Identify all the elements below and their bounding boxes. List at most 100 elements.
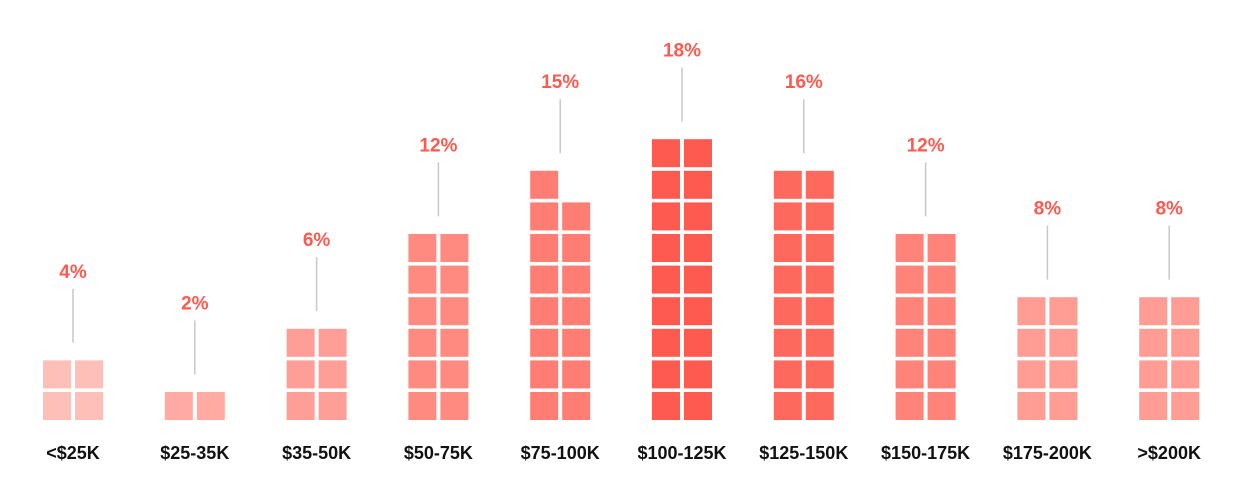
value-label: 8% <box>1155 199 1183 220</box>
waffle-cell <box>773 328 802 357</box>
waffle-cell <box>895 328 924 357</box>
waffle-cell <box>1049 360 1078 389</box>
waffle-column <box>895 234 956 420</box>
waffle-cell <box>805 360 834 389</box>
waffle-cell <box>440 265 469 294</box>
waffle-cell <box>895 392 924 420</box>
waffle-cell <box>440 297 469 326</box>
waffle-cell <box>652 297 680 326</box>
waffle-cell <box>652 392 680 420</box>
waffle-cell <box>652 170 680 199</box>
waffle-column <box>43 360 103 420</box>
waffle-cell <box>895 234 924 262</box>
waffle-cell <box>164 392 193 420</box>
waffle-cell <box>895 297 924 326</box>
waffle-column <box>773 170 834 420</box>
waffle-cell <box>440 360 469 389</box>
category-label: $175-200K <box>1003 443 1092 463</box>
waffle-cell <box>408 328 437 357</box>
waffle-cell <box>773 234 802 262</box>
value-label: 4% <box>59 262 87 283</box>
category-label: >$200K <box>1137 443 1201 463</box>
waffle-cell <box>286 328 315 357</box>
waffle-cell <box>1017 328 1046 357</box>
value-label: 6% <box>303 230 331 251</box>
waffle-cell <box>196 392 225 420</box>
waffle-cell <box>1171 392 1200 420</box>
waffle-cell <box>75 360 103 389</box>
waffle-cell <box>440 328 469 357</box>
waffle-column <box>1017 297 1078 420</box>
value-label: 16% <box>785 72 823 93</box>
waffle-cell <box>43 392 71 420</box>
waffle-cell <box>1139 360 1168 389</box>
waffle-cell <box>562 360 591 389</box>
waffle-cell <box>562 392 591 420</box>
waffle-cell <box>684 265 712 294</box>
waffle-cell <box>318 360 347 389</box>
waffle-cell <box>1017 360 1046 389</box>
waffle-cell <box>530 234 559 262</box>
waffle-column <box>652 139 712 420</box>
waffle-cell <box>408 392 437 420</box>
waffle-cell <box>684 360 712 389</box>
value-label: 12% <box>907 135 945 156</box>
category-label: <$25K <box>46 443 100 463</box>
waffle-cell <box>1049 328 1078 357</box>
waffle-cell <box>773 297 802 326</box>
waffle-cell <box>530 265 559 294</box>
waffle-cell <box>895 265 924 294</box>
waffle-cell <box>1139 297 1168 326</box>
waffle-cell <box>805 328 834 357</box>
value-label: 15% <box>541 72 579 93</box>
waffle-cell <box>1017 392 1046 420</box>
waffle-cell <box>773 360 802 389</box>
waffle-cell <box>1017 297 1046 326</box>
waffle-cell <box>805 392 834 420</box>
waffle-cell <box>75 392 103 420</box>
waffle-cell <box>927 360 956 389</box>
waffle-cell <box>684 170 712 199</box>
waffle-cell <box>562 265 591 294</box>
waffle-cell <box>286 392 315 420</box>
category-label: $75-100K <box>521 443 600 463</box>
category-label: $100-125K <box>637 443 726 463</box>
waffle-cell <box>562 202 591 231</box>
waffle-cell <box>773 170 802 199</box>
waffle-cell <box>530 170 559 199</box>
waffle-cell <box>530 328 559 357</box>
waffle-cell <box>562 297 591 326</box>
waffle-column <box>1139 297 1200 420</box>
waffle-cell <box>773 265 802 294</box>
waffle-cell <box>927 234 956 262</box>
waffle-cell <box>927 265 956 294</box>
waffle-cell <box>530 392 559 420</box>
waffle-cell <box>652 202 680 231</box>
waffle-cell <box>562 234 591 262</box>
waffle-cell <box>652 328 680 357</box>
waffle-cell <box>286 360 315 389</box>
waffle-cell <box>927 297 956 326</box>
waffle-cell <box>927 392 956 420</box>
waffle-cell <box>805 297 834 326</box>
waffle-cell <box>318 328 347 357</box>
waffle-cell <box>684 234 712 262</box>
category-label: $125-150K <box>759 443 848 463</box>
waffle-cell <box>684 328 712 357</box>
waffle-cell <box>773 202 802 231</box>
waffle-cell <box>684 139 712 168</box>
waffle-cell <box>440 234 469 262</box>
waffle-cell <box>805 170 834 199</box>
waffle-cell <box>684 297 712 326</box>
waffle-column <box>530 170 591 420</box>
waffle-cell <box>562 328 591 357</box>
waffle-cell <box>530 202 559 231</box>
waffle-cell <box>318 392 347 420</box>
waffle-cell <box>440 392 469 420</box>
waffle-cell <box>684 202 712 231</box>
waffle-cell <box>805 202 834 231</box>
waffle-cell <box>1171 360 1200 389</box>
waffle-column <box>164 392 225 420</box>
waffle-cell <box>43 360 71 389</box>
